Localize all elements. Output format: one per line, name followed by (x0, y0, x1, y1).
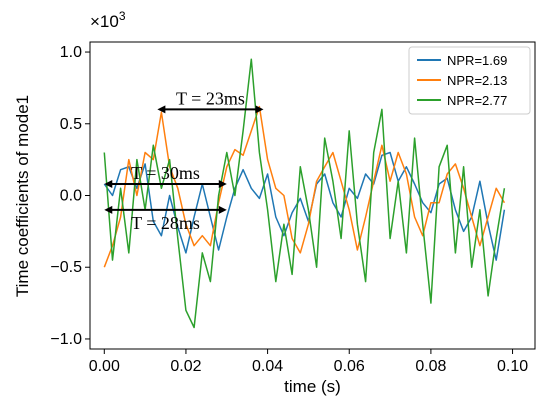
annotation-label: T = 23ms (176, 88, 245, 108)
legend-item-2: NPR=2.77 (417, 93, 507, 108)
legend-item-1: NPR=2.13 (417, 73, 507, 88)
x-tick-label: 0.10 (497, 358, 528, 375)
annotation-arrowhead-left (157, 105, 166, 114)
y-multiplier-base: ×10 (90, 12, 119, 31)
y-multiplier-exponent: 3 (119, 9, 126, 23)
x-tick-label: 0.00 (89, 358, 120, 375)
legend-item-0: NPR=1.69 (417, 53, 507, 68)
y-tick-label: 0.0 (60, 188, 82, 205)
y-tick-label: 0.5 (60, 116, 82, 133)
legend-box (408, 46, 531, 115)
annotation-label: T = 30ms (131, 163, 200, 183)
annotation-0: T = 23ms (157, 88, 264, 114)
y-multiplier: ×103 (90, 9, 126, 31)
y-tick-label: −0.5 (50, 259, 82, 276)
annotation-arrowhead-left (104, 180, 113, 189)
legend-label: NPR=2.77 (447, 93, 507, 108)
x-axis-label: time (s) (284, 377, 341, 396)
annotation-label: T = 28ms (131, 213, 200, 233)
x-tick-label: 0.04 (252, 358, 283, 375)
annotation-arrowhead-right (218, 205, 227, 214)
annotation-arrowhead-right (218, 180, 227, 189)
annotations: T = 23ms T = 30ms T = 28ms (104, 88, 264, 233)
annotation-arrowhead-right (255, 105, 264, 114)
series-layer (103, 58, 506, 329)
legend-label: NPR=1.69 (447, 53, 507, 68)
series-line-2 (103, 58, 506, 329)
annotation-arrowhead-left (104, 205, 113, 214)
y-tick-label: 1.0 (60, 44, 82, 61)
annotation-2: T = 28ms (104, 205, 227, 233)
legend: NPR=1.69 NPR=2.13 NPR=2.77 (408, 46, 531, 115)
annotation-1: T = 30ms (104, 163, 227, 189)
legend-label: NPR=2.13 (447, 73, 507, 88)
y-tick-label: −1.0 (50, 331, 82, 348)
ticks: 0.00 0.02 0.04 0.06 0.08 0.10 1.0 0.5 0.0 −0.5 −1.… (50, 44, 528, 375)
x-tick-label: 0.02 (170, 358, 201, 375)
y-axis-label: Time coefficients of mode1 (13, 95, 32, 297)
x-tick-label: 0.08 (415, 358, 446, 375)
x-tick-label: 0.06 (334, 358, 365, 375)
